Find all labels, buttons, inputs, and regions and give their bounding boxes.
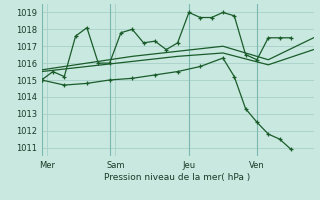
- X-axis label: Pression niveau de la mer( hPa ): Pression niveau de la mer( hPa ): [104, 173, 251, 182]
